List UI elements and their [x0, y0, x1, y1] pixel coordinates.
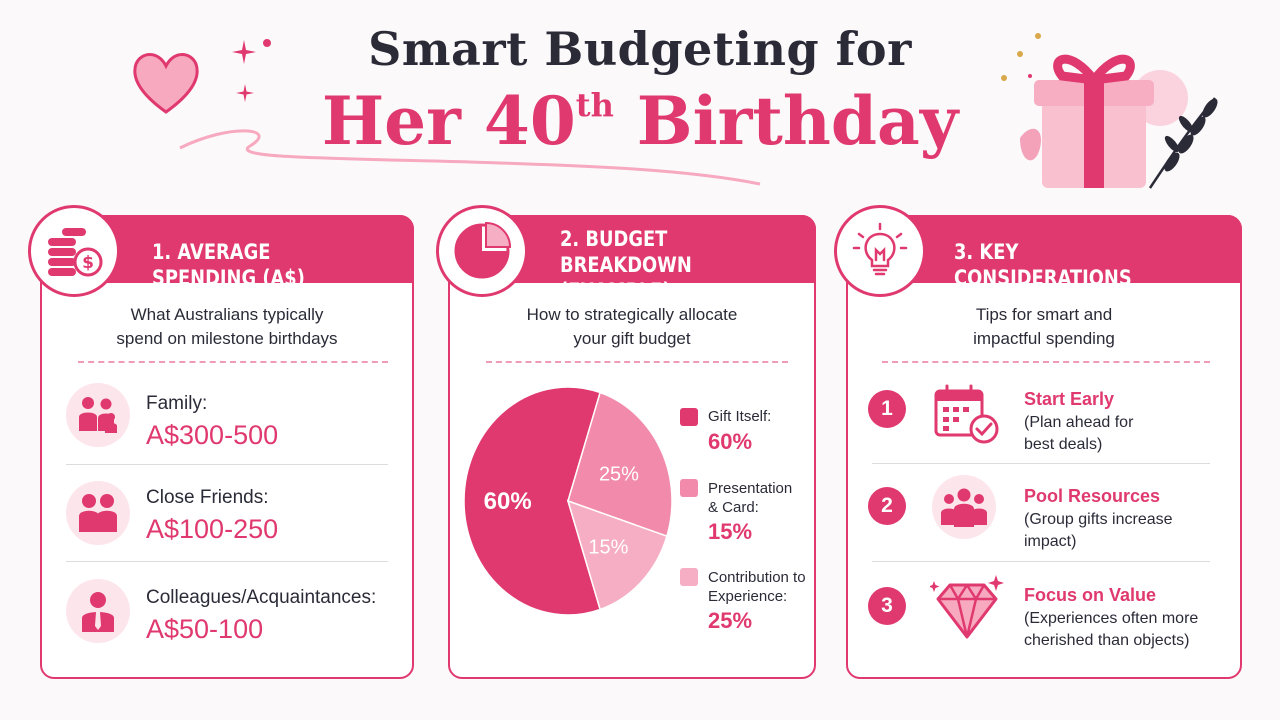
colleague-icon [82, 592, 114, 632]
calendar-check-icon [934, 384, 999, 444]
badge [834, 205, 926, 297]
row-separator [872, 463, 1210, 464]
friends-icon [79, 494, 117, 532]
dot-icon [263, 39, 271, 47]
card-subtitle: What Australians typically spend on mile… [116, 305, 338, 348]
tip-text: (Experiences often more cherished than o… [1024, 610, 1199, 649]
card-budget-breakdown: 2. BUDGET BREAKDOWN (EXAMPLE) How to str… [436, 205, 816, 679]
row-separator [66, 464, 388, 465]
pie-slice [463, 386, 602, 616]
divider [78, 361, 388, 363]
title-line-1: Smart Budgeting for [368, 22, 912, 76]
legend-swatch [680, 408, 698, 426]
legend-label: Gift Itself: [708, 408, 772, 425]
lightbulb-icon [852, 222, 908, 276]
card-average-spending: $ 1. AVERAGE SPENDING (A$) What Australi… [28, 205, 414, 679]
swoosh-decoration [179, 129, 761, 186]
row-label: Family: [146, 393, 208, 414]
pie-slice [566, 499, 668, 611]
tip-title: Pool Resources [1024, 486, 1161, 506]
divider [882, 361, 1210, 363]
pie-slice-label: 60% [484, 488, 532, 515]
card-title: 3. KEY CONSIDERATIONS [954, 240, 1132, 290]
title-line-2: Her 40th Birthday [321, 82, 959, 160]
badge [436, 205, 528, 297]
family-icon [79, 397, 117, 433]
tip-title: Start Early [1024, 389, 1115, 409]
row-value: A$50-100 [146, 614, 264, 644]
friends-icon-wrap [66, 481, 130, 545]
row-value: A$100-250 [146, 514, 279, 544]
group-icon [941, 488, 987, 527]
badge: $ [28, 205, 120, 297]
card-title: 1. AVERAGE SPENDING (A$) [152, 240, 305, 290]
tip-number: 2 [868, 487, 906, 525]
legend-label: Presentation & Card: [708, 480, 793, 516]
legend-value: 15% [708, 519, 753, 544]
card-title: 2. BUDGET BREAKDOWN (EXAMPLE) [560, 227, 692, 303]
pie-slice-label: 15% [588, 536, 628, 558]
tip-number: 3 [868, 587, 906, 625]
heart-icon [133, 53, 199, 114]
divider [486, 361, 788, 363]
card-key-considerations: 3. KEY CONSIDERATIONS Tips for smart and… [834, 205, 1242, 679]
row-separator [66, 561, 388, 562]
tip-text: (Plan ahead for best deals) [1024, 414, 1134, 453]
legend-value: 25% [708, 608, 753, 633]
legend-swatch [680, 568, 698, 586]
svg-text:$: $ [82, 253, 94, 273]
legend-label: Contribution to Experience: [708, 569, 806, 605]
diamond-icon [930, 575, 1004, 639]
gift-box-icon [1001, 33, 1218, 189]
budget-pie-chart: 60% 25% 15% [463, 386, 673, 616]
group-icon-wrap [932, 475, 996, 539]
pie-slice-label: 25% [599, 464, 639, 486]
card-subtitle: How to strategically allocate your gift … [526, 305, 738, 348]
row-label: Colleagues/Acquaintances: [146, 587, 377, 608]
row-separator [872, 561, 1210, 562]
colleague-icon-wrap [66, 579, 130, 643]
pie-slice [567, 391, 673, 538]
tip-number: 1 [868, 390, 906, 428]
family-icon-wrap [66, 383, 130, 447]
coins-dollar-icon: $ [48, 228, 103, 277]
legend-value: 60% [708, 429, 753, 454]
legend-swatch [680, 479, 698, 497]
row-label: Close Friends: [146, 487, 269, 508]
row-value: A$300-500 [146, 420, 279, 450]
header: Smart Budgeting for Her 40th Birthday [0, 0, 1280, 200]
card-subtitle: Tips for smart and impactful spending [973, 305, 1115, 348]
pie-chart-icon [454, 221, 512, 279]
tip-text: (Group gifts increase impact) [1024, 511, 1173, 550]
sparkle-icon [232, 40, 256, 64]
tip-title: Focus on Value [1024, 585, 1157, 605]
sparkle-icon [236, 84, 254, 102]
